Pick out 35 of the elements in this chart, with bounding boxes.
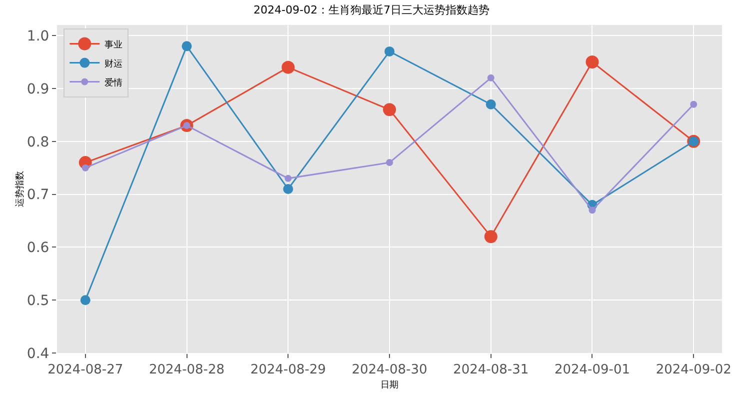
point bbox=[487, 74, 494, 82]
point bbox=[283, 184, 294, 194]
point bbox=[588, 206, 596, 214]
y-tick-label: 0.8 bbox=[26, 134, 50, 150]
point bbox=[284, 174, 292, 182]
legend-label: 事业 bbox=[104, 39, 123, 50]
y-axis-title: 运势指数 bbox=[14, 171, 26, 207]
chart-title: 2024-09-02：生肖狗最近7日三大运势指数趋势 bbox=[254, 4, 490, 17]
x-tick-label: 2024-09-02 bbox=[656, 362, 732, 378]
x-tick-label: 2024-08-27 bbox=[48, 362, 124, 378]
y-tick-label: 1.0 bbox=[26, 28, 50, 44]
point bbox=[586, 56, 599, 69]
point bbox=[82, 164, 89, 172]
point bbox=[486, 99, 496, 110]
x-axis-title: 日期 bbox=[380, 379, 398, 390]
point bbox=[386, 159, 393, 166]
point bbox=[80, 295, 90, 306]
point bbox=[384, 46, 394, 56]
x-tick-label: 2024-08-29 bbox=[250, 362, 326, 378]
point bbox=[383, 103, 396, 116]
legend-label: 爱情 bbox=[104, 77, 123, 88]
y-tick-label: 0.5 bbox=[26, 293, 50, 309]
x-tick-label: 2024-08-28 bbox=[148, 362, 225, 378]
y-tick-label: 0.4 bbox=[26, 346, 50, 362]
x-tick-label: 2024-08-30 bbox=[352, 362, 428, 378]
point bbox=[282, 60, 295, 74]
legend-label: 财运 bbox=[104, 58, 123, 70]
point bbox=[182, 41, 192, 52]
y-tick-label: 0.9 bbox=[26, 81, 50, 98]
y-tick-label: 0.7 bbox=[26, 187, 50, 204]
y-tick-label: 0.6 bbox=[26, 240, 50, 256]
point bbox=[690, 100, 698, 108]
point bbox=[484, 230, 498, 244]
x-tick-label: 2024-09-01 bbox=[554, 362, 630, 378]
x-tick-label: 2024-08-31 bbox=[453, 362, 529, 378]
